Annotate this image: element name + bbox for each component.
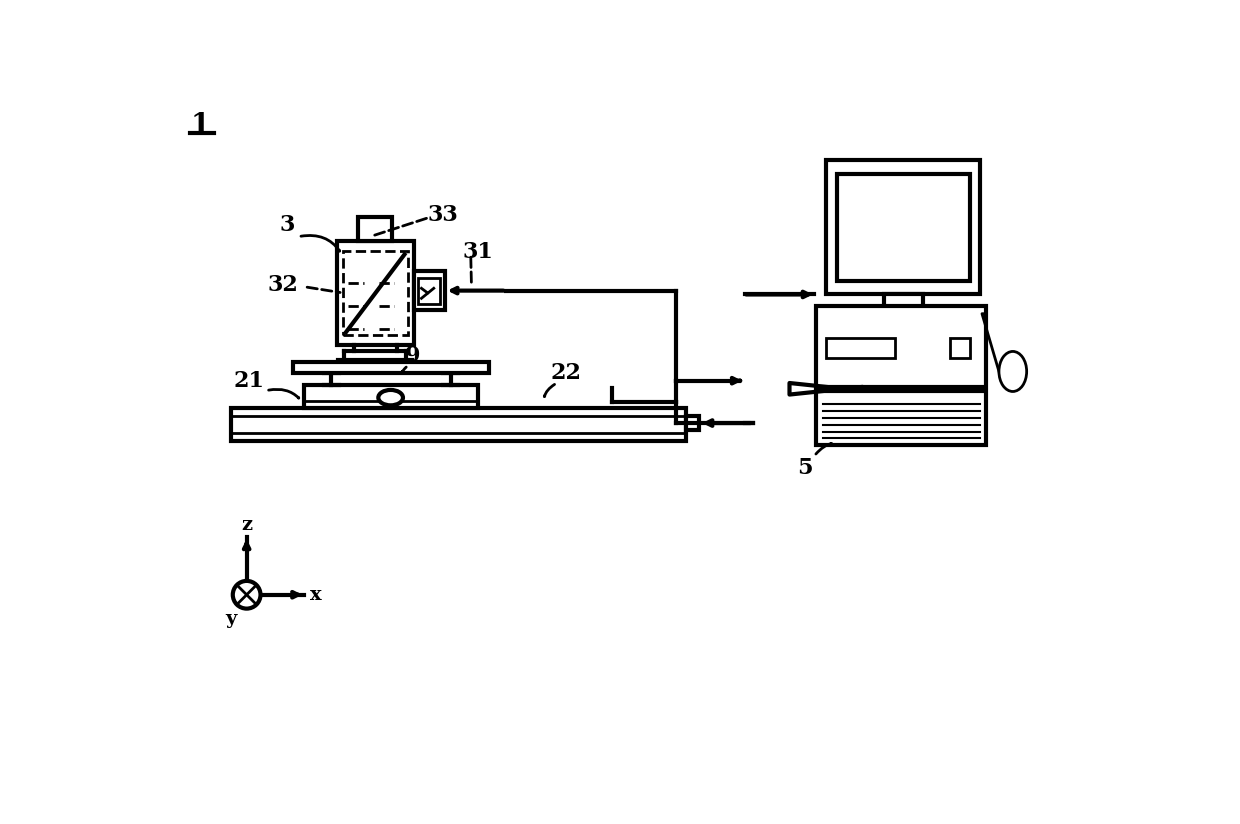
- Bar: [293, 363, 490, 373]
- FancyArrowPatch shape: [269, 389, 299, 398]
- Text: 32: 32: [268, 274, 299, 296]
- Text: y: y: [226, 611, 237, 629]
- Text: z: z: [241, 517, 252, 535]
- Text: 9: 9: [404, 345, 420, 367]
- Bar: [837, 174, 970, 281]
- Bar: [884, 294, 923, 307]
- Text: 21: 21: [233, 370, 264, 391]
- Text: 22: 22: [551, 362, 582, 384]
- FancyArrowPatch shape: [301, 236, 340, 251]
- FancyArrowPatch shape: [402, 367, 407, 372]
- Bar: [418, 278, 440, 304]
- Text: 33: 33: [428, 204, 459, 226]
- Bar: [816, 306, 986, 386]
- Text: x: x: [310, 586, 321, 604]
- Text: 1: 1: [191, 111, 210, 138]
- Text: 3: 3: [280, 214, 295, 236]
- Bar: [686, 416, 699, 430]
- Text: 31: 31: [463, 241, 494, 263]
- FancyArrowPatch shape: [816, 443, 832, 454]
- Bar: [816, 391, 986, 445]
- Bar: [414, 271, 445, 310]
- Ellipse shape: [378, 390, 403, 405]
- Bar: [343, 250, 408, 335]
- Bar: [231, 409, 686, 441]
- Bar: [337, 241, 414, 344]
- Text: 5: 5: [797, 456, 812, 479]
- FancyArrowPatch shape: [544, 385, 554, 396]
- Bar: [826, 160, 981, 294]
- Bar: [950, 339, 971, 358]
- Bar: [826, 339, 895, 358]
- Ellipse shape: [999, 352, 1027, 391]
- Circle shape: [233, 581, 260, 609]
- Bar: [358, 218, 392, 241]
- Bar: [304, 386, 477, 409]
